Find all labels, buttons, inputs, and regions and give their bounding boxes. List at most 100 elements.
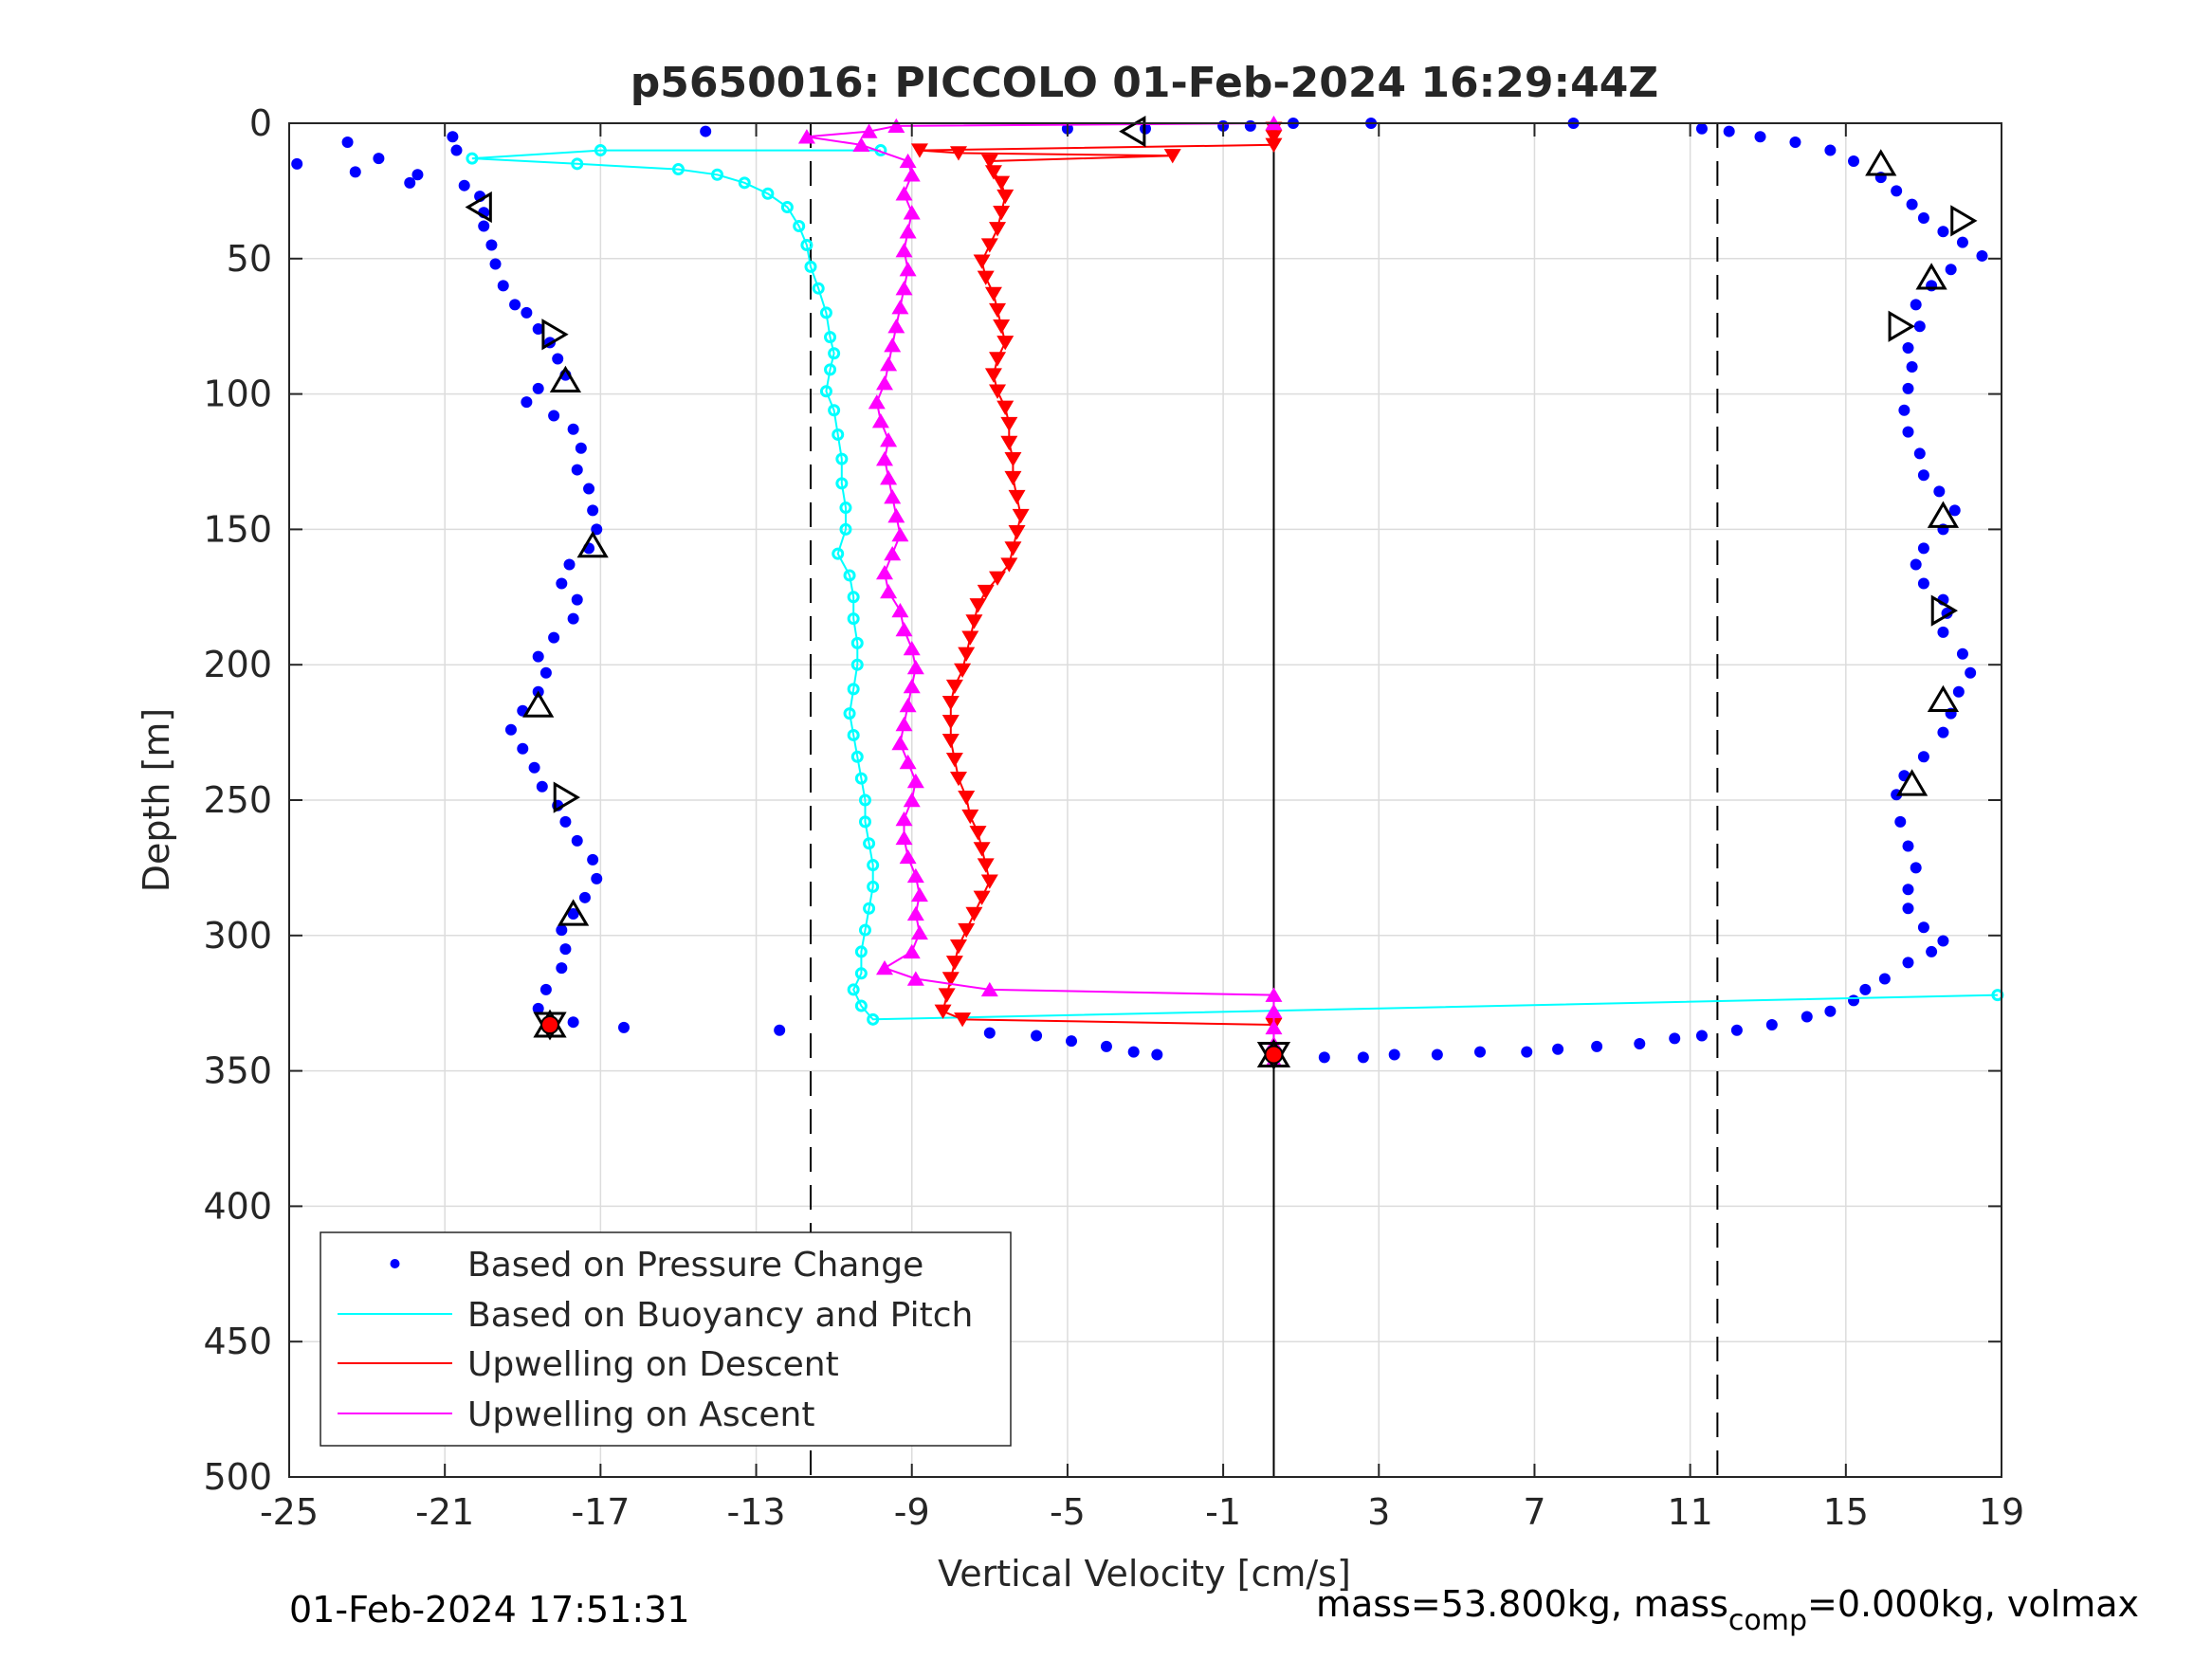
pressure-change-point [504, 723, 517, 736]
pressure-change-point [539, 983, 552, 995]
upwelling-descent-point [941, 972, 960, 987]
upwelling-descent-point [1004, 470, 1022, 486]
pressure-change-point [1965, 666, 1977, 679]
pressure-change-point [291, 157, 303, 170]
pressure-change-point [489, 258, 502, 270]
y-tick-label: 350 [203, 1050, 272, 1092]
pressure-change-point [341, 136, 354, 148]
pressure-change-point [1902, 342, 1914, 355]
pressure-change-point [1388, 1048, 1400, 1061]
x-tick-label: -21 [415, 1491, 474, 1533]
x-tick-label: -5 [1050, 1491, 1086, 1533]
pressure-change-point [1552, 1043, 1564, 1055]
pressure-change-point [1933, 485, 1946, 498]
pressure-change-point [521, 396, 533, 409]
pressure-change-point [532, 650, 544, 663]
buoyancy-pitch-point [867, 859, 880, 872]
buoyancy-pitch-point [839, 522, 852, 536]
pressure-change-point [1902, 902, 1914, 915]
pressure-change-point [1937, 226, 1949, 238]
buoyancy-pitch-point [854, 945, 868, 958]
upwelling-ascent-point [903, 205, 921, 220]
upwelling-ascent-point [871, 413, 889, 428]
upwelling-ascent-point [875, 959, 893, 975]
pressure-change-point [1910, 558, 1922, 571]
pressure-change-point [1902, 884, 1914, 896]
pressure-change-point [485, 239, 498, 251]
buoyancy-pitch-point [863, 837, 876, 850]
reference-lines [810, 123, 1719, 1477]
pressure-change-point [1031, 1030, 1043, 1042]
y-tick-label: 400 [203, 1185, 272, 1227]
y-tick-label: 0 [249, 102, 272, 144]
pressure-change-point [411, 169, 424, 181]
pressure-change-point [1100, 1040, 1112, 1052]
data-series [291, 115, 2004, 1067]
x-tick-label: 7 [1523, 1491, 1545, 1533]
buoyancy-pitch-point [867, 1012, 880, 1026]
upwelling-ascent-point [906, 905, 924, 921]
y-tick-label: 50 [227, 238, 272, 280]
buoyancy-pitch-point [835, 477, 849, 490]
hollow-triangle-marker [541, 319, 569, 351]
upwelling-ascent-point [1265, 1019, 1283, 1035]
pressure-change-point [532, 1002, 544, 1014]
upwelling-ascent-point [903, 792, 921, 808]
buoyancy-pitch-point [858, 793, 871, 807]
pressure-change-point [587, 853, 599, 866]
pressure-change-point [1902, 957, 1914, 969]
buoyancy-pitch-point [854, 967, 868, 980]
pressure-change-point [1956, 236, 1968, 248]
upwelling-ascent-point [906, 773, 924, 789]
upwelling-descent-point [989, 352, 1007, 367]
pressure-change-point [521, 306, 533, 319]
footer-mass-text: mass=53.800kg, mass [1316, 1583, 1728, 1625]
pressure-change-point [556, 962, 568, 975]
upwelling-ascent-point [880, 583, 898, 599]
upwelling-ascent-point [797, 129, 815, 144]
upwelling-descent-point [984, 368, 1002, 383]
buoyancy-pitch-point [858, 815, 871, 829]
hollow-triangle-marker [1888, 310, 1915, 342]
pressure-change-point [1244, 119, 1256, 132]
hollow-triangle-marker [553, 781, 580, 813]
pressure-change-point [548, 631, 560, 644]
buoyancy-pitch-point [594, 144, 607, 157]
buoyancy-pitch-point [843, 707, 856, 720]
pressure-change-point [571, 593, 583, 606]
buoyancy-pitch-point [812, 282, 825, 295]
upwelling-descent-point [945, 752, 963, 768]
pressure-change-point [1066, 1035, 1078, 1048]
buoyancy-pitch-point [854, 772, 868, 785]
buoyancy-pitch-point [671, 163, 685, 176]
upwelling-descent-point [1265, 130, 1283, 145]
hollow-triangle-marker [558, 899, 590, 926]
pressure-change-point [1976, 249, 1988, 262]
pressure-change-point [539, 666, 552, 679]
pressure-change-point [1894, 815, 1907, 828]
buoyancy-pitch-point [854, 999, 868, 1012]
upwelling-descent-point [1265, 137, 1283, 153]
upwelling-descent-point [1008, 525, 1026, 540]
buoyancy-pitch-point [780, 201, 794, 214]
upwelling-ascent-point [906, 971, 924, 986]
upwelling-ascent-point [891, 602, 909, 618]
pressure-change-point [1357, 1051, 1369, 1064]
upwelling-descent-point [969, 598, 987, 613]
x-tick-label: 15 [1823, 1491, 1869, 1533]
buoyancy-pitch-point [867, 880, 880, 893]
upwelling-ascent-point [903, 167, 921, 182]
upwelling-descent-point [993, 175, 1011, 191]
buoyancy-pitch-point [847, 983, 860, 996]
pressure-change-point [1695, 122, 1708, 135]
upwelling-descent-point [941, 733, 960, 749]
pressure-change-point [1952, 685, 1965, 698]
hollow-triangle-marker [1119, 115, 1146, 148]
pressure-change-point [567, 423, 579, 435]
legend-label: Based on Buoyancy and Pitch [467, 1296, 973, 1335]
pressure-change-point [1913, 320, 1926, 333]
pressure-change-point [1891, 185, 1903, 197]
upwelling-ascent-point [875, 451, 893, 466]
pressure-change-point [497, 280, 509, 292]
